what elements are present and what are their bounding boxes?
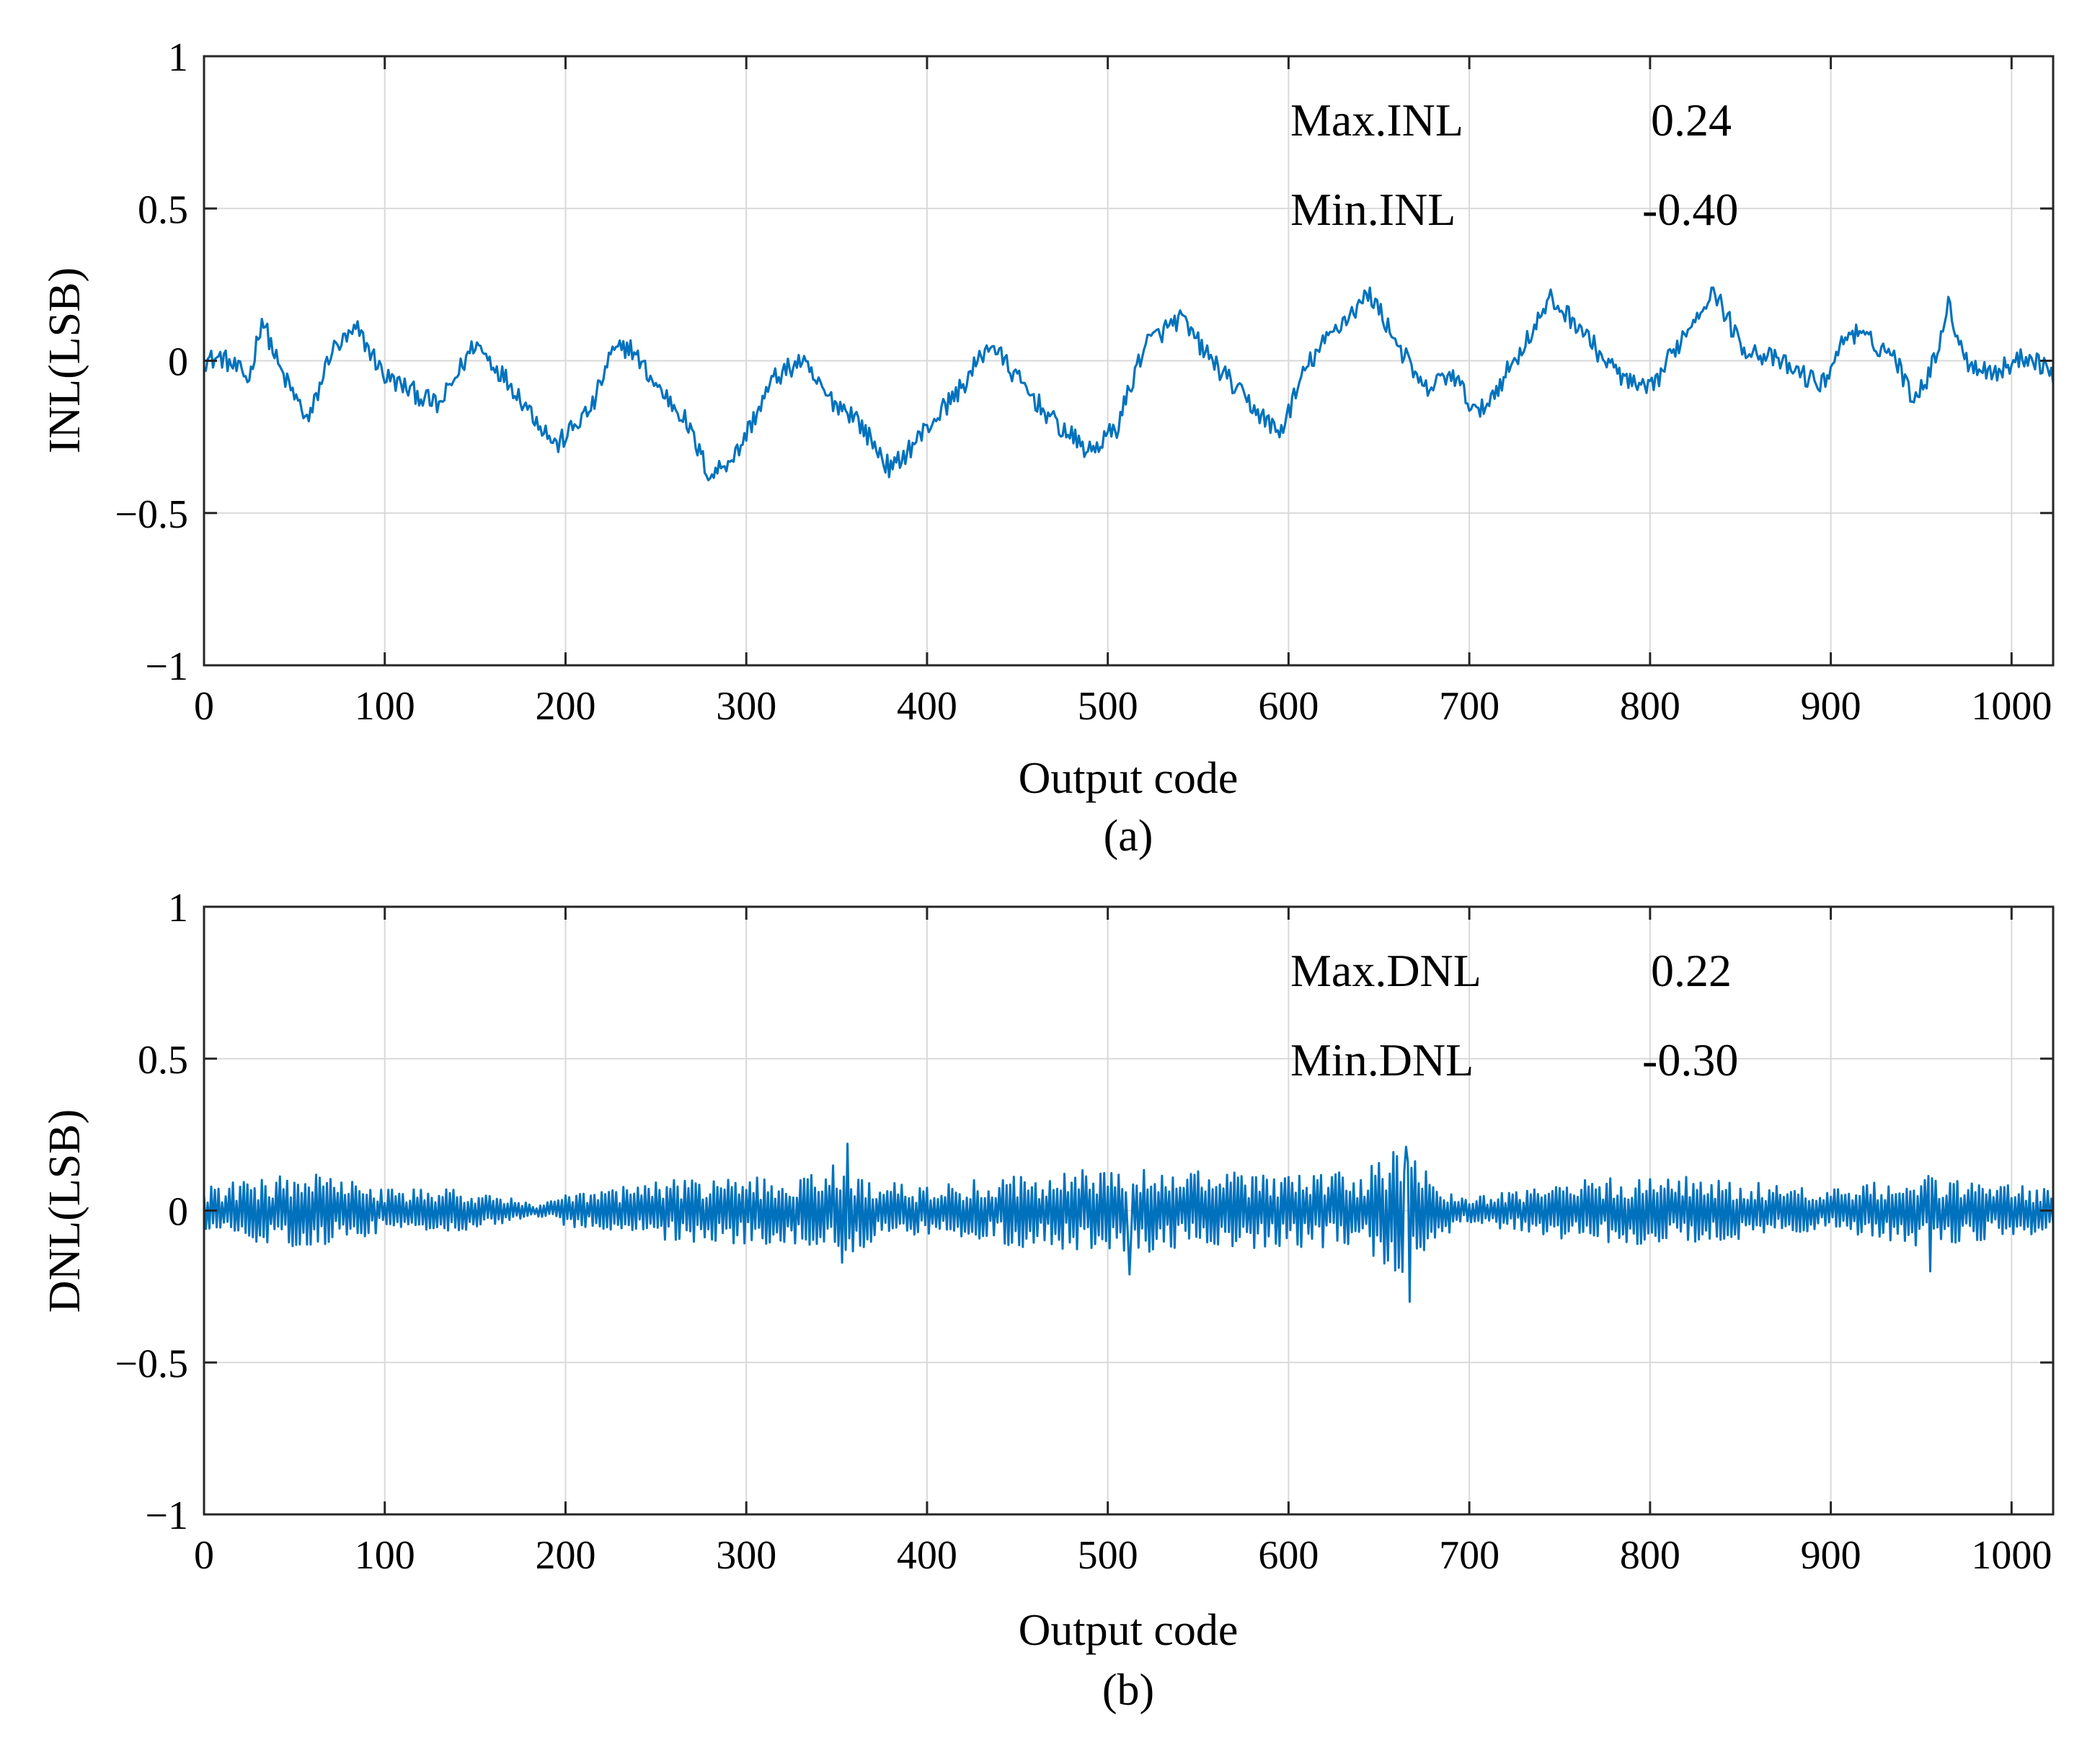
inl-panel: 0 100 200 300 400 500 600 700 800 900 1000 1 0.5 0 −0.… — [40, 35, 2055, 861]
y-tick-label: 1 — [168, 35, 188, 80]
dnl-tick-marks — [203, 905, 2053, 1516]
y-tick-label: −0.5 — [115, 1341, 188, 1386]
max-dnl-value: 0.22 — [1651, 945, 1732, 996]
x-tick-label: 0 — [194, 1533, 214, 1578]
inl-tick-labels: 0 100 200 300 400 500 600 700 800 900 1000 1 0.5 0 −0.… — [115, 35, 2052, 729]
x-tick-label: 0 — [194, 684, 214, 729]
x-tick-label: 1000 — [1971, 684, 2052, 729]
y-tick-label: −1 — [145, 1493, 188, 1538]
x-tick-label: 100 — [355, 1533, 415, 1578]
x-tick-label: 700 — [1439, 684, 1499, 729]
x-tick-label: 300 — [716, 1533, 776, 1578]
x-tick-label: 200 — [535, 684, 595, 729]
inl-tick-marks — [203, 55, 2053, 667]
inl-xlabel: Output code — [1019, 754, 1239, 803]
min-inl-label: Min.INL — [1290, 184, 1456, 235]
x-tick-label: 200 — [535, 1533, 595, 1578]
max-dnl-label: Max.DNL — [1290, 945, 1481, 996]
x-tick-label: 500 — [1078, 684, 1138, 729]
x-tick-label: 600 — [1258, 1533, 1319, 1578]
max-inl-label: Max.INL — [1290, 94, 1463, 146]
y-tick-label: −0.5 — [115, 492, 188, 537]
x-tick-label: 900 — [1801, 684, 1861, 729]
x-tick-label: 800 — [1620, 684, 1680, 729]
min-inl-value: -0.40 — [1642, 184, 1738, 235]
dnl-tick-labels: 0 100 200 300 400 500 600 700 800 900 1000 1 0.5 0 −0.… — [115, 886, 2052, 1578]
y-tick-label: 0.5 — [138, 1038, 188, 1083]
inl-ylabel: INL(LSB) — [40, 267, 89, 453]
y-tick-label: 0.5 — [138, 187, 188, 232]
y-tick-label: 0 — [168, 1190, 188, 1235]
dnl-xlabel: Output code — [1019, 1606, 1239, 1655]
inl-series-line — [203, 286, 2055, 481]
x-tick-label: 300 — [716, 684, 776, 729]
x-tick-label: 700 — [1439, 1533, 1499, 1578]
max-inl-value: 0.24 — [1651, 94, 1732, 146]
y-tick-label: −1 — [145, 644, 188, 689]
y-tick-label: 1 — [168, 886, 188, 931]
dnl-series-line — [203, 1142, 2055, 1303]
dnl-panel-label: (b) — [1102, 1666, 1154, 1715]
dnl-ylabel: DNL(LSB) — [40, 1109, 89, 1313]
inl-panel-label: (a) — [1104, 812, 1153, 861]
x-tick-label: 800 — [1620, 1533, 1680, 1578]
x-tick-label: 600 — [1258, 684, 1319, 729]
x-tick-label: 900 — [1801, 1533, 1861, 1578]
x-tick-label: 100 — [355, 684, 415, 729]
dnl-panel: 0 100 200 300 400 500 600 700 800 900 1000 1 0.5 0 −0.… — [40, 886, 2055, 1715]
x-tick-label: 400 — [897, 684, 957, 729]
min-dnl-label: Min.DNL — [1290, 1034, 1474, 1086]
x-tick-label: 500 — [1078, 1533, 1138, 1578]
x-tick-label: 400 — [897, 1533, 957, 1578]
min-dnl-value: -0.30 — [1642, 1034, 1738, 1086]
y-tick-label: 0 — [168, 340, 188, 385]
x-tick-label: 1000 — [1971, 1533, 2052, 1578]
inl-grid — [203, 56, 2053, 666]
